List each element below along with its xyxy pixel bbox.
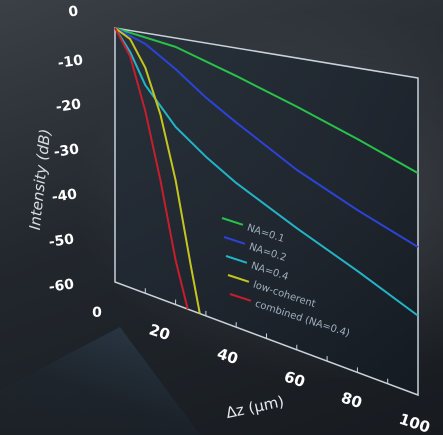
legend-swatch [229,293,252,302]
x-origin-label: 0 [92,305,102,321]
y-tick-label: -10 [57,52,85,71]
legend-swatch [227,274,250,283]
series-line-3 [114,27,201,314]
series-line-2 [114,27,419,317]
y-tick-label: -20 [55,96,83,115]
series-line-0 [114,27,419,174]
legend-swatch [223,236,246,245]
x-tick-label: 100 [397,410,432,435]
y-tick-label: -40 [51,186,79,205]
series-line-1 [114,27,419,248]
y-tick-label: -60 [48,276,76,295]
x-axis-ticks: 20 40 60 80 100 [147,320,432,435]
legend-swatch [221,217,244,226]
x-tick-label: 60 [282,367,307,391]
y-tick-label: -50 [48,231,76,250]
legend-swatch [225,255,248,264]
x-axis-label: Δz (μm) [224,392,285,422]
y-axis-label: Intensity (dB) [26,128,55,231]
series-layer [114,27,419,317]
x-axis-tick-marks [144,288,389,384]
x-tick-label: 20 [147,320,172,344]
plot-panel [114,27,419,397]
x-tick-label: 80 [339,388,364,412]
x-tick-label: 40 [215,344,240,368]
y-axis-ticks: 0 -10 -20 -30 -40 -50 -60 0 [48,3,102,321]
series-line-4 [114,27,189,310]
y-tick-label: 0 [68,3,80,20]
y-tick-label: -30 [53,141,81,160]
